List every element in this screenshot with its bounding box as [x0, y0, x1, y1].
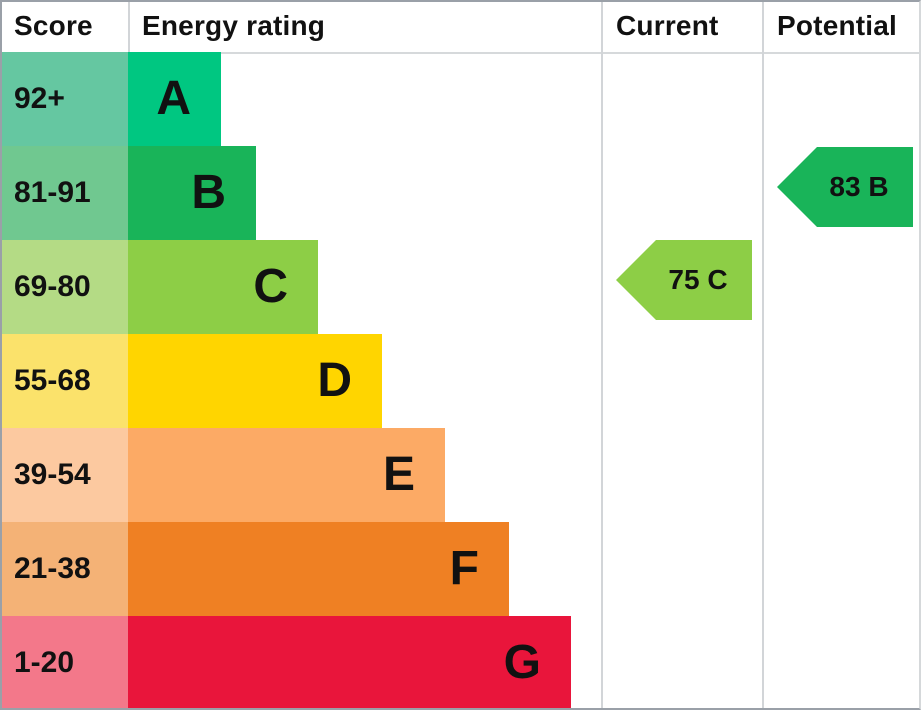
- band-letter-d: D: [317, 354, 352, 407]
- header-score: Score: [14, 10, 93, 41]
- band-bar-c: C: [128, 240, 318, 334]
- header-potential: Potential: [777, 10, 898, 41]
- band-row-e: 39-54 E: [0, 428, 921, 522]
- band-letter-c: C: [253, 260, 288, 313]
- current-rating-label: 75 C: [668, 264, 728, 295]
- band-bar-a: A: [128, 52, 221, 146]
- header-energy-rating: Energy rating: [142, 10, 326, 41]
- score-range-d: 55-68: [0, 334, 128, 428]
- band-letter-g: G: [503, 636, 541, 689]
- band-row-a: 92+ A: [0, 52, 921, 146]
- score-range-a: 92+: [0, 52, 128, 146]
- score-column-divider: [128, 0, 130, 52]
- potential-column-divider: [762, 0, 764, 710]
- score-range-e: 39-54: [0, 428, 128, 522]
- band-letter-e: E: [382, 448, 415, 501]
- band-row-g: 1-20 G: [0, 616, 921, 710]
- score-range-g: 1-20: [0, 616, 128, 710]
- band-row-c: 69-80 C: [0, 240, 921, 334]
- band-bar-d: D: [128, 334, 382, 428]
- potential-rating-label: 83 B: [829, 171, 889, 202]
- band-bar-f: F: [128, 522, 509, 616]
- band-letter-a: A: [156, 72, 191, 125]
- current-column-divider: [601, 0, 603, 710]
- header-bottom-divider: [0, 52, 921, 54]
- band-letter-b: B: [191, 166, 226, 219]
- band-row-d: 55-68 D: [0, 334, 921, 428]
- band-bar-b: B: [128, 146, 256, 240]
- score-range-b: 81-91: [0, 146, 128, 240]
- band-letter-f: F: [449, 542, 479, 595]
- band-bar-e: E: [128, 428, 445, 522]
- band-bar-g: G: [128, 616, 571, 710]
- header-current: Current: [616, 10, 719, 41]
- score-range-c: 69-80: [0, 240, 128, 334]
- band-row-b: 81-91 B: [0, 146, 921, 240]
- score-range-f: 21-38: [0, 522, 128, 616]
- band-row-f: 21-38 F: [0, 522, 921, 616]
